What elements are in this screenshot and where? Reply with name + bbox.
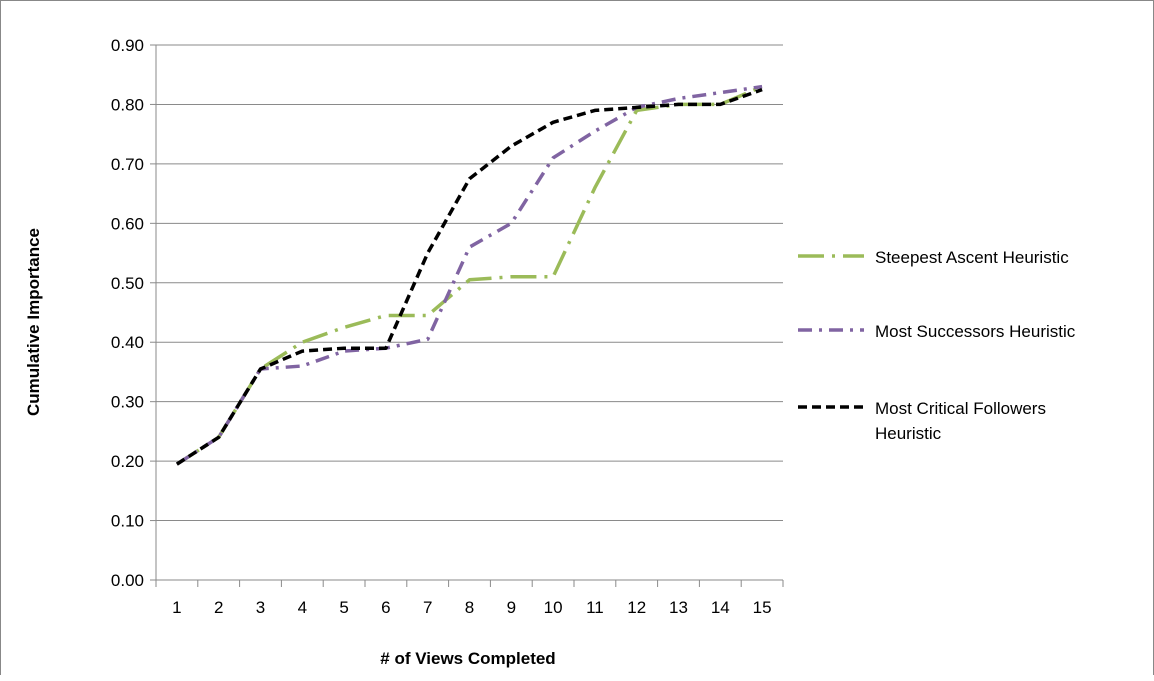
x-tick-label: 1 xyxy=(172,598,181,617)
series-lines xyxy=(175,84,763,466)
gridlines xyxy=(156,44,783,522)
x-tick-label: 2 xyxy=(214,598,223,617)
y-tick-label: 0.20 xyxy=(111,452,144,471)
x-tick-label: 13 xyxy=(669,598,688,617)
tick-labels: 0.00 0.10 0.20 0.30 0.40 0.50 0.60 0.70 0.80 0.90… xyxy=(111,36,772,617)
legend-label: Steepest Ascent Heuristic xyxy=(875,248,1069,267)
x-tick-label: 11 xyxy=(586,598,604,617)
axes xyxy=(150,44,784,587)
x-tick-label: 9 xyxy=(507,598,516,617)
legend-label: Most Successors Heuristic xyxy=(875,322,1076,341)
x-axis-label: # of Views Completed xyxy=(380,649,555,668)
y-tick-label: 0.30 xyxy=(111,393,144,412)
legend: Steepest Ascent Heuristic Most Successors… xyxy=(798,248,1076,443)
y-tick-label: 0.50 xyxy=(111,274,144,293)
y-tick-label: 0.80 xyxy=(111,95,144,114)
y-tick-label: 0.70 xyxy=(111,155,144,174)
legend-label: Most Critical Followers xyxy=(875,399,1046,418)
x-tick-label: 8 xyxy=(465,598,474,617)
series-line xyxy=(175,84,763,466)
y-tick-label: 0.40 xyxy=(111,333,144,352)
x-tick-label: 3 xyxy=(256,598,265,617)
x-tick-label: 4 xyxy=(298,598,307,617)
y-tick-label: 0.90 xyxy=(111,36,144,55)
x-tick-label: 5 xyxy=(339,598,348,617)
series-line xyxy=(175,84,763,466)
x-tick-label: 10 xyxy=(544,598,563,617)
y-tick-label: 0.10 xyxy=(111,512,144,531)
x-tick-label: 12 xyxy=(627,598,646,617)
x-tick-label: 6 xyxy=(381,598,390,617)
x-tick-label: 14 xyxy=(711,598,730,617)
y-tick-label: 0.60 xyxy=(111,214,144,233)
x-tick-label: 7 xyxy=(423,598,432,617)
y-axis-label: Cumulative Importance xyxy=(24,228,43,416)
x-tick-label: 15 xyxy=(753,598,772,617)
y-tick-label: 0.00 xyxy=(111,571,144,590)
legend-label: Heuristic xyxy=(875,424,942,443)
series-line xyxy=(175,87,763,466)
